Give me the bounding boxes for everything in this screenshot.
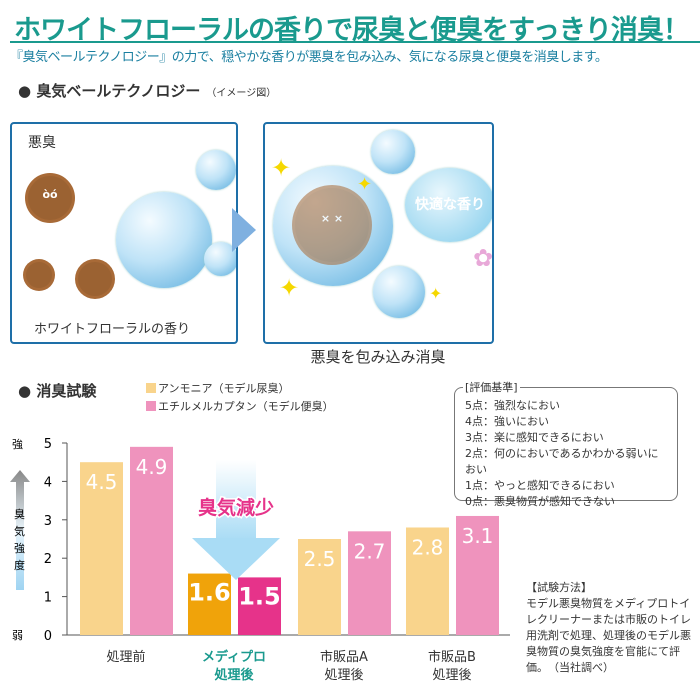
y-tick-label: 1 <box>44 591 52 606</box>
bar-value-label: 2.7 <box>354 539 386 563</box>
x-category-label: メディプロ処理後 <box>202 649 266 683</box>
bar-ammonia <box>188 573 231 635</box>
illustration-title-text: 臭気ベールテクノロジー <box>36 82 201 100</box>
y-axis-bottom-label: 弱 <box>12 629 23 642</box>
criteria-title: [評価基準] <box>463 380 520 396</box>
bar-value-label: 3.1 <box>462 524 494 548</box>
y-axis-top-label: 強 <box>12 438 23 451</box>
sparkle-icon: ✦ <box>271 154 292 182</box>
criteria-item: 1点：やっと感知できるにおい <box>465 479 615 492</box>
criteria-item: 2点：何のにおいであるかわかる弱いにおい <box>465 447 659 476</box>
criteria-item: 0点：悪臭物質が感知できない <box>465 495 615 508</box>
y-tick-label: 3 <box>44 514 52 529</box>
bar-value-label: 2.8 <box>412 535 444 559</box>
y-axis-label: 臭気強度 <box>14 507 25 572</box>
x-category-label: 市販品A 処理後 <box>320 649 368 683</box>
chart-legend: アンモニア（モデル尿臭） エチルメルカプタン（モデル便臭） <box>146 380 334 416</box>
x-category-label: 市販品B 処理後 <box>428 649 476 683</box>
legend-item-ammonia: アンモニア（モデル尿臭） <box>146 380 334 396</box>
criteria-item: 5点：強烈なにおい <box>465 399 560 412</box>
bar-ethyl-mercaptan <box>348 531 391 635</box>
criteria-item: 3点：楽に感知できるにおい <box>465 431 604 444</box>
y-axis-label-char: 臭 <box>14 507 25 521</box>
lily-flower-icon: ✿ <box>473 244 494 272</box>
subtitle: 『臭気ベールテクノロジー』の力で、穏やかな香りが悪臭を包み込み、気になる尿臭と便… <box>10 50 608 65</box>
after-caption: 悪臭を包み込み消臭 <box>310 348 446 366</box>
fragrance-bubble-icon <box>196 150 236 190</box>
test-title-text: 消臭試験 <box>36 382 97 400</box>
after-illustration: × × 快適な香り ✿ ✦ ✦ ✦ ✦ <box>263 122 494 344</box>
bar-ammonia <box>298 539 341 635</box>
page-title: ホワイトフローラルの香りで尿臭と便臭をすっきり消臭！ <box>14 15 690 46</box>
bar-value-label: 4.5 <box>86 470 118 494</box>
malodor-germ-icon <box>26 262 52 288</box>
bar-value-label: 2.5 <box>304 547 336 571</box>
fragrance-label: ホワイトフローラルの香り <box>34 322 191 337</box>
intensity-arrow-icon <box>10 470 30 590</box>
before-illustration: 悪臭 òó ホワイトフローラルの香り <box>10 122 238 344</box>
title-divider <box>10 41 700 43</box>
y-axis-label-char: 度 <box>14 558 25 572</box>
bar-ammonia <box>80 462 123 635</box>
reduction-arrow-shaft <box>216 460 256 540</box>
illustration-section-title: ● 臭気ベールテクノロジー （イメージ図） <box>18 82 277 100</box>
x-category-label: 処理前 <box>106 649 145 665</box>
bar-value-label: 1.5 <box>238 582 281 610</box>
reduction-label: 臭気減少 <box>198 496 274 519</box>
neutralized-germ-icon: × × <box>295 188 369 262</box>
fragrance-bubble-icon <box>204 242 236 276</box>
illustration-note: （イメージ図） <box>206 88 277 99</box>
sparkle-icon: ✦ <box>357 174 373 195</box>
arrow-right-icon <box>232 208 256 252</box>
bar-value-label: 1.6 <box>188 579 231 607</box>
bar-ethyl-mercaptan <box>456 515 499 635</box>
sparkle-icon: ✦ <box>279 274 300 302</box>
y-axis-label-char: 気 <box>14 524 25 538</box>
method-title: 【試験方法】 <box>526 581 592 594</box>
wrapped-malodor-bubble-icon <box>373 266 425 318</box>
test-method: 【試験方法】 モデル悪臭物質をメディプロトイレクリーナーまたは市販のトイレ用洗剤… <box>526 580 694 676</box>
bar-ammonia <box>406 527 449 635</box>
y-tick-label: 5 <box>44 437 52 452</box>
malodor-germ-icon <box>78 262 112 296</box>
y-axis-label-char: 強 <box>14 542 25 555</box>
legend-label: エチルメルカプタン（モデル便臭） <box>158 400 334 413</box>
legend-swatch <box>146 383 156 393</box>
fragrance-bubble-icon <box>371 130 415 174</box>
sparkle-icon: ✦ <box>429 284 443 303</box>
bar-ethyl-mercaptan <box>130 446 173 635</box>
bar-value-label: 4.9 <box>136 455 168 479</box>
method-text: モデル悪臭物質をメディプロトイレクリーナーまたは市販のトイレ用洗剤で処理、処理後… <box>526 597 691 674</box>
criteria-item: 4点：強いにおい <box>465 415 549 428</box>
comfort-fragrance-label: 快適な香り <box>415 197 485 213</box>
malodor-label: 悪臭 <box>28 135 56 151</box>
bar-ethyl-mercaptan <box>238 577 281 635</box>
comfort-fragrance-bubble <box>405 168 492 242</box>
reduction-arrow-icon <box>192 538 280 580</box>
evaluation-criteria-box: [評価基準] 5点：強烈なにおい 4点：強いにおい 3点：楽に感知できるにおい … <box>454 380 678 508</box>
y-tick-label: 4 <box>44 475 52 490</box>
legend-item-ethyl-mercaptan: エチルメルカプタン（モデル便臭） <box>146 398 334 414</box>
malodor-germ-icon: òó <box>28 176 72 220</box>
legend-swatch <box>146 401 156 411</box>
y-tick-label: 2 <box>44 552 52 567</box>
legend-label: アンモニア（モデル尿臭） <box>158 382 290 395</box>
y-tick-label: 0 <box>44 629 52 644</box>
test-section-title: ● 消臭試験 <box>18 382 97 400</box>
fragrance-bubble-icon <box>116 192 212 288</box>
